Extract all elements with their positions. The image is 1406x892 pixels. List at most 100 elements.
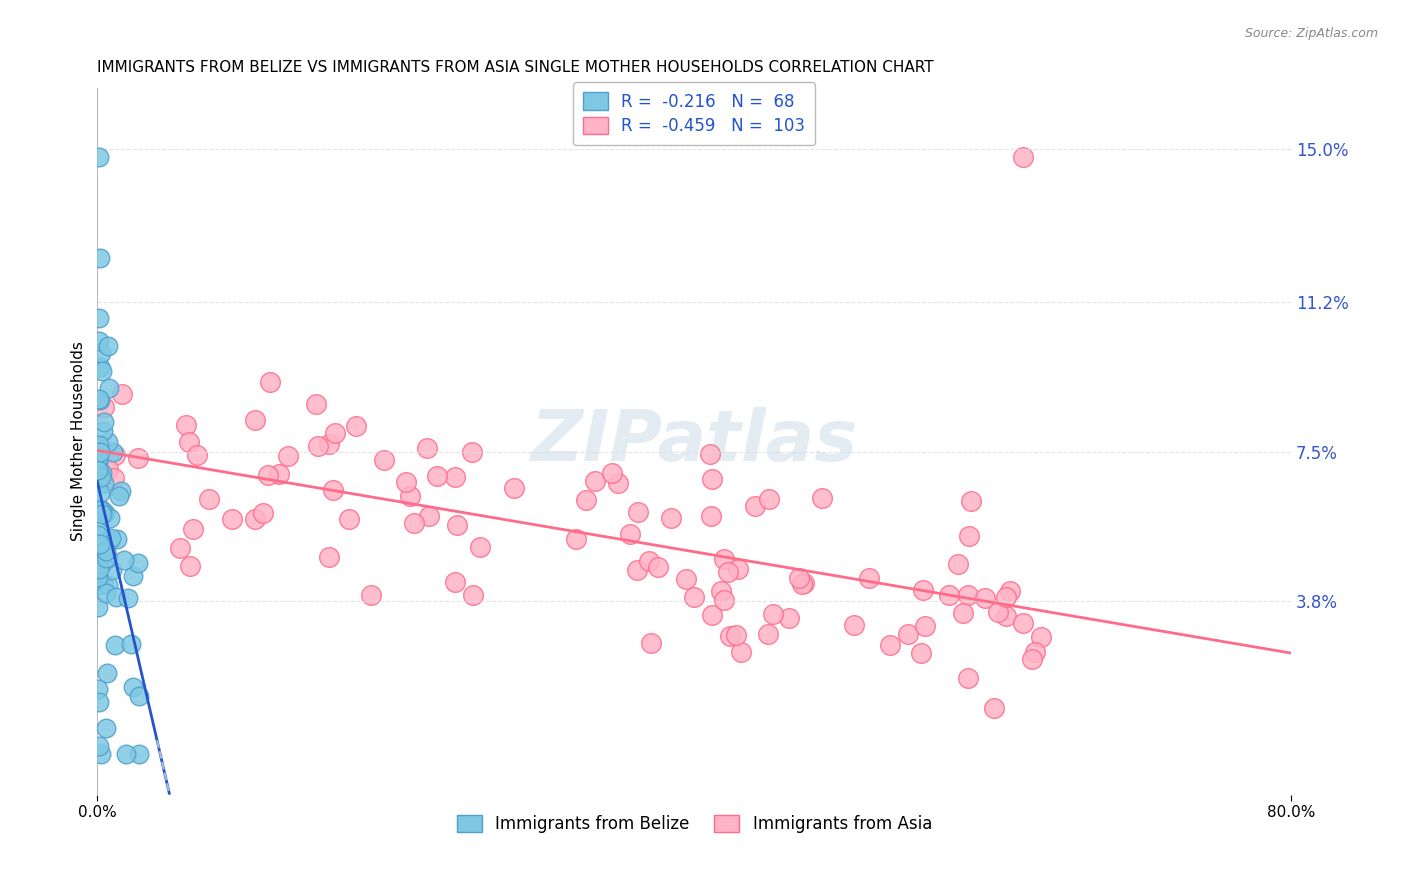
Point	[127, 451, 149, 466]
Point	[104, 590, 127, 604]
Point	[97, 381, 120, 395]
Point	[373, 452, 395, 467]
Point	[96, 666, 118, 681]
Point	[87, 599, 110, 614]
Point	[606, 476, 628, 491]
Point	[197, 491, 219, 506]
Point	[1011, 616, 1033, 631]
Point	[718, 629, 741, 643]
Point	[90, 502, 112, 516]
Point	[758, 491, 780, 506]
Point	[181, 522, 204, 536]
Point	[96, 586, 118, 600]
Text: ZIPatlas: ZIPatlas	[530, 407, 858, 476]
Point	[100, 531, 122, 545]
Point	[398, 489, 420, 503]
Point	[87, 681, 110, 696]
Point	[1021, 651, 1043, 665]
Point	[995, 608, 1018, 623]
Point	[710, 584, 733, 599]
Point	[619, 527, 641, 541]
Point	[700, 509, 723, 524]
Point	[683, 590, 706, 604]
Point	[318, 437, 340, 451]
Point	[89, 334, 111, 349]
Point	[169, 541, 191, 556]
Point	[811, 491, 834, 505]
Point	[87, 150, 110, 164]
Point	[90, 747, 112, 762]
Point	[600, 467, 623, 481]
Point	[626, 563, 648, 577]
Point	[177, 435, 200, 450]
Point	[115, 747, 138, 762]
Point	[87, 452, 110, 467]
Point	[117, 591, 139, 605]
Point	[337, 512, 360, 526]
Point	[713, 552, 735, 566]
Point	[717, 565, 740, 579]
Legend: Immigrants from Belize, Immigrants from Asia: Immigrants from Belize, Immigrants from …	[447, 805, 942, 843]
Point	[727, 562, 749, 576]
Point	[91, 507, 114, 521]
Point	[122, 569, 145, 583]
Point	[446, 518, 468, 533]
Point	[111, 387, 134, 401]
Point	[89, 578, 111, 592]
Point	[583, 475, 606, 489]
Point	[910, 646, 932, 660]
Point	[702, 607, 724, 622]
Point	[461, 445, 484, 459]
Point	[101, 444, 124, 458]
Point	[277, 450, 299, 464]
Point	[127, 556, 149, 570]
Point	[844, 618, 866, 632]
Point	[897, 627, 920, 641]
Point	[269, 467, 291, 481]
Point	[221, 511, 243, 525]
Point	[128, 747, 150, 762]
Point	[107, 490, 129, 504]
Point	[444, 575, 467, 590]
Point	[699, 447, 721, 461]
Point	[89, 251, 111, 265]
Point	[259, 375, 281, 389]
Point	[110, 483, 132, 498]
Point	[97, 534, 120, 549]
Point	[101, 563, 124, 577]
Point	[307, 438, 329, 452]
Point	[87, 695, 110, 709]
Point	[121, 680, 143, 694]
Point	[762, 607, 785, 621]
Point	[1031, 630, 1053, 644]
Point	[912, 583, 935, 598]
Point	[179, 558, 201, 573]
Point	[627, 504, 650, 518]
Point	[89, 537, 111, 551]
Point	[946, 557, 969, 571]
Point	[89, 524, 111, 539]
Point	[87, 739, 110, 754]
Point	[256, 468, 278, 483]
Point	[956, 671, 979, 685]
Point	[659, 511, 682, 525]
Point	[416, 441, 439, 455]
Point	[87, 392, 110, 406]
Point	[344, 418, 367, 433]
Point	[952, 606, 974, 620]
Point	[914, 618, 936, 632]
Point	[956, 588, 979, 602]
Point	[93, 415, 115, 429]
Point	[502, 481, 524, 495]
Point	[858, 571, 880, 585]
Point	[89, 359, 111, 374]
Point	[89, 546, 111, 560]
Point	[565, 533, 588, 547]
Point	[730, 645, 752, 659]
Point	[97, 550, 120, 565]
Point	[426, 468, 449, 483]
Point	[87, 438, 110, 452]
Point	[105, 532, 128, 546]
Point	[93, 475, 115, 490]
Point	[793, 575, 815, 590]
